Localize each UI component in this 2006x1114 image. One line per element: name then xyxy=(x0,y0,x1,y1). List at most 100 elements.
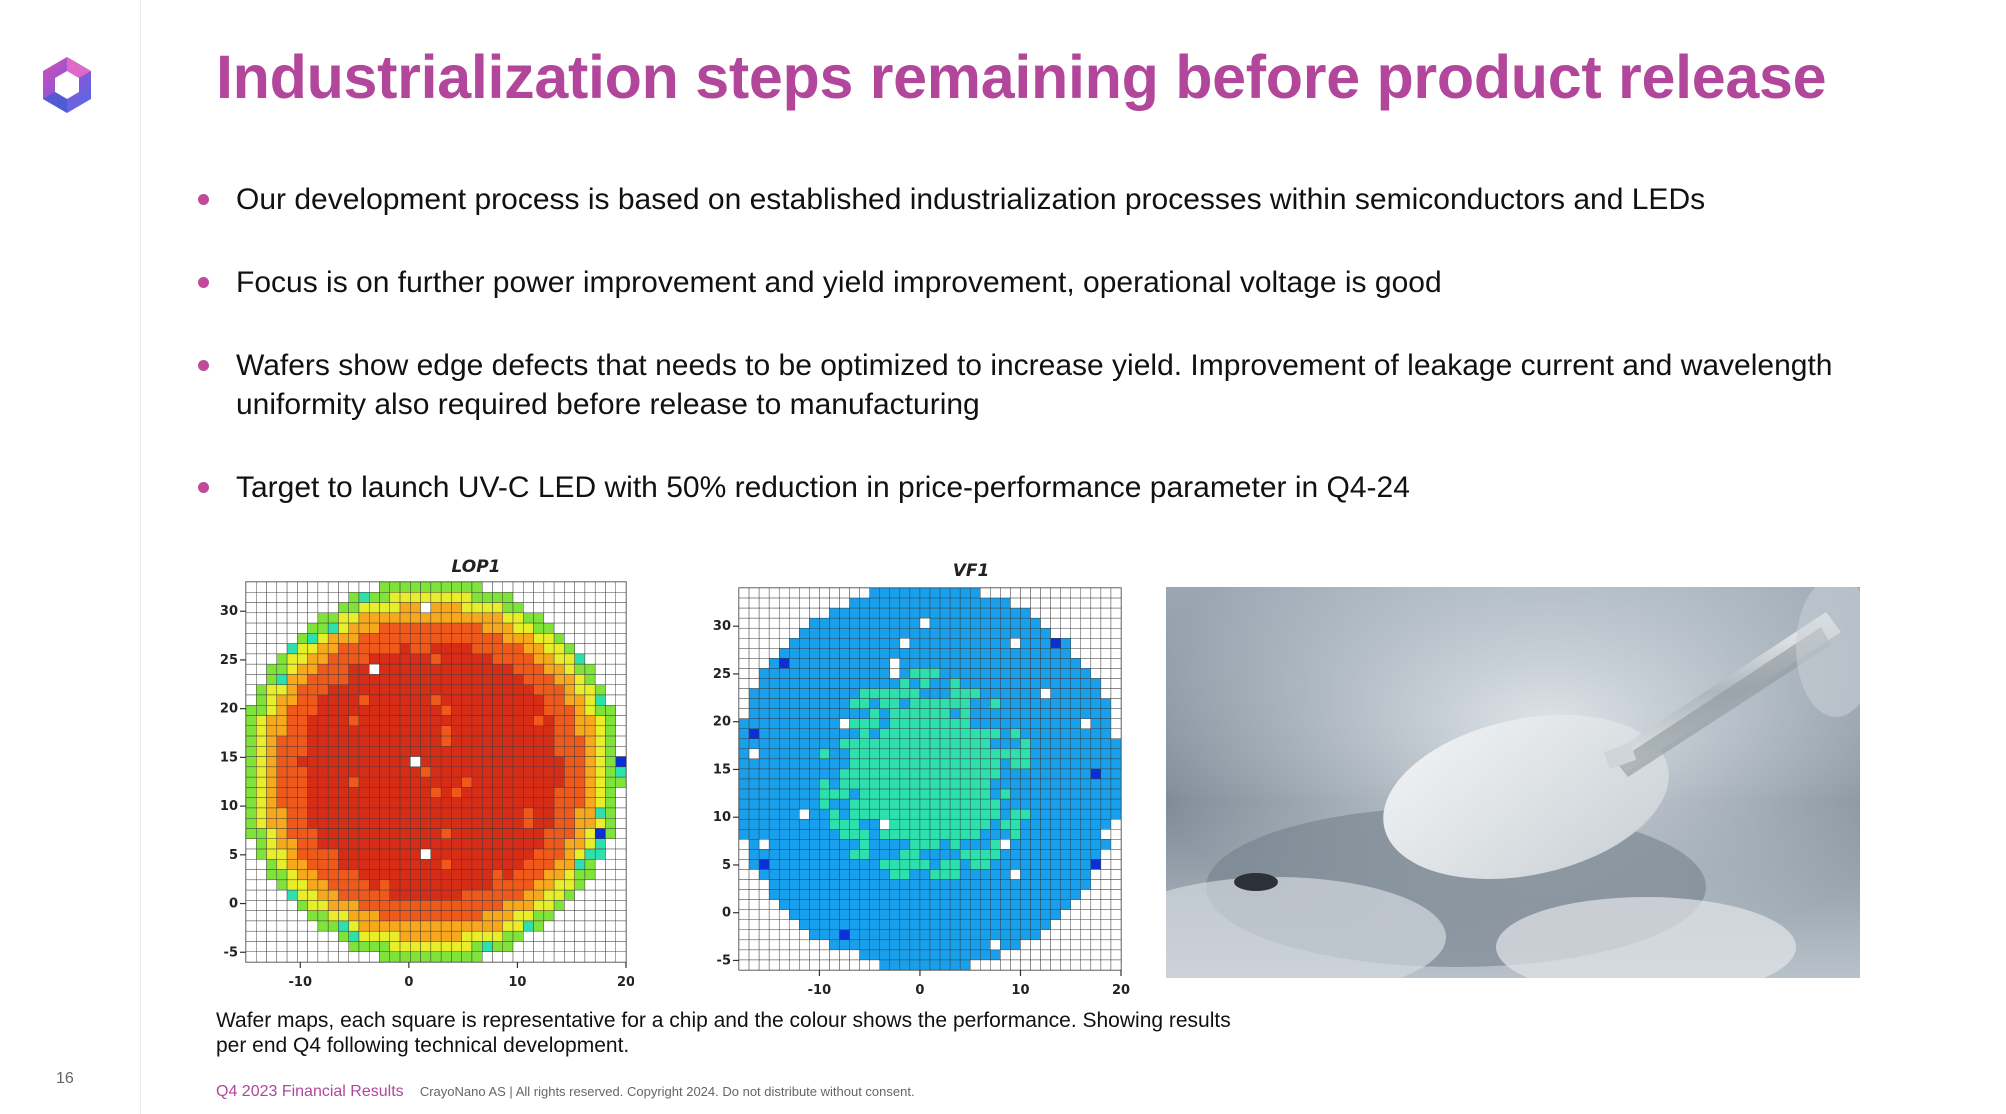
wafer-cell xyxy=(939,718,951,729)
wafer-cell xyxy=(839,768,850,780)
wafer-cell xyxy=(1020,778,1031,790)
wafer-cell xyxy=(799,949,810,961)
wafer-cell xyxy=(276,776,288,788)
wafer-cell xyxy=(256,746,267,757)
wafer-cell xyxy=(899,698,911,709)
x-tick-label: 0 xyxy=(915,983,924,998)
wafer-cell xyxy=(245,674,257,685)
wafer-cell xyxy=(1000,778,1011,790)
wafer-cell xyxy=(990,597,1001,609)
wafer-cell xyxy=(389,807,401,819)
wafer-cell xyxy=(899,798,911,810)
wafer-cell xyxy=(286,776,298,788)
wafer-cell xyxy=(778,728,790,740)
wafer-cell xyxy=(307,705,319,716)
wafer-cell xyxy=(1000,678,1011,689)
wafer-cell xyxy=(502,592,514,603)
wafer-cell xyxy=(1010,597,1021,609)
wafer-cell xyxy=(574,633,586,644)
wafer-cell xyxy=(512,581,524,593)
wafer-cell xyxy=(451,930,462,942)
wafer-cell xyxy=(594,766,606,778)
wafer-cell xyxy=(959,638,971,649)
wafer-cell xyxy=(909,788,921,800)
wafer-cell xyxy=(430,828,442,839)
wafer-cell xyxy=(615,859,627,870)
wafer-cell xyxy=(778,708,790,719)
wafer-cell xyxy=(584,941,596,952)
x-tick-label: 10 xyxy=(1011,983,1029,998)
wafer-cell xyxy=(939,668,951,679)
wafer-cell xyxy=(909,899,921,910)
wafer-cell xyxy=(533,817,545,829)
wafer-cell xyxy=(256,674,267,685)
wafer-cell xyxy=(430,735,442,747)
wafer-cell xyxy=(768,798,780,810)
wafer-cell xyxy=(869,839,880,850)
bullet-item: Our development process is based on esta… xyxy=(198,180,1918,219)
wafer-cell xyxy=(849,718,860,729)
wafer-cell xyxy=(929,929,941,941)
wafer-cell xyxy=(990,587,1001,599)
wafer-cell xyxy=(266,951,278,963)
wafer-cell xyxy=(1050,728,1061,740)
wafer-cell xyxy=(768,748,780,760)
wafer-cell xyxy=(969,597,981,609)
wafer-cell xyxy=(939,778,951,790)
wafer-cell xyxy=(778,778,790,790)
wafer-cell xyxy=(919,818,931,830)
wafer-cell xyxy=(738,939,750,951)
wafer-cell xyxy=(481,756,493,768)
wafer-cell xyxy=(949,889,961,900)
wafer-cell xyxy=(899,658,911,669)
wafer-cell xyxy=(1050,808,1061,820)
wafer-cell xyxy=(758,638,770,649)
wafer-cell xyxy=(1000,738,1011,750)
wafer-cell xyxy=(615,602,627,614)
wafer-cell xyxy=(533,920,545,932)
wafer-cell xyxy=(594,879,606,891)
wafer-cell xyxy=(819,808,830,820)
wafer-cell xyxy=(1030,849,1041,860)
wafer-cell xyxy=(1010,929,1021,941)
wafer-cell xyxy=(440,807,452,819)
wafer-cell xyxy=(605,663,616,675)
wafer-cell xyxy=(1060,778,1071,790)
wafer-cell xyxy=(564,643,575,655)
wafer-cell xyxy=(869,678,880,689)
wafer-cell xyxy=(1030,919,1041,931)
wafer-cell xyxy=(358,602,370,614)
wafer-cell xyxy=(584,910,596,922)
wafer-cell xyxy=(939,949,951,961)
y-tick-label: 15 xyxy=(713,762,731,777)
wafer-cell xyxy=(819,839,830,850)
wafer-cell xyxy=(748,798,760,810)
wafer-cell xyxy=(564,930,575,942)
wafer-cell xyxy=(829,738,840,750)
wafer-cell xyxy=(440,838,452,850)
wafer-cell xyxy=(543,622,555,634)
wafer-cell xyxy=(1060,738,1071,750)
wafer-cell xyxy=(879,698,891,709)
wafer-cell xyxy=(929,728,941,740)
wafer-cell xyxy=(859,688,870,699)
wafer-cell xyxy=(879,889,891,900)
wafer-cell xyxy=(1060,798,1071,810)
wafer-cell xyxy=(389,817,401,829)
wafer-cell xyxy=(1010,768,1021,780)
wafer-cell xyxy=(1050,939,1061,951)
wafer-cell xyxy=(523,879,534,891)
wafer-cell xyxy=(584,633,596,644)
wafer-cell xyxy=(512,602,524,614)
wafer-cell xyxy=(471,746,483,757)
wafer-cell xyxy=(980,939,991,951)
wafer-cell xyxy=(543,869,555,881)
wafer-cell xyxy=(533,643,545,655)
wafer-cell xyxy=(440,581,452,593)
wafer-cell xyxy=(929,839,941,850)
wafer-cell xyxy=(959,627,971,639)
wafer-cell xyxy=(471,766,483,778)
wafer-cell xyxy=(276,684,288,696)
wafer-cell xyxy=(410,910,421,922)
wafer-cell xyxy=(809,889,820,900)
